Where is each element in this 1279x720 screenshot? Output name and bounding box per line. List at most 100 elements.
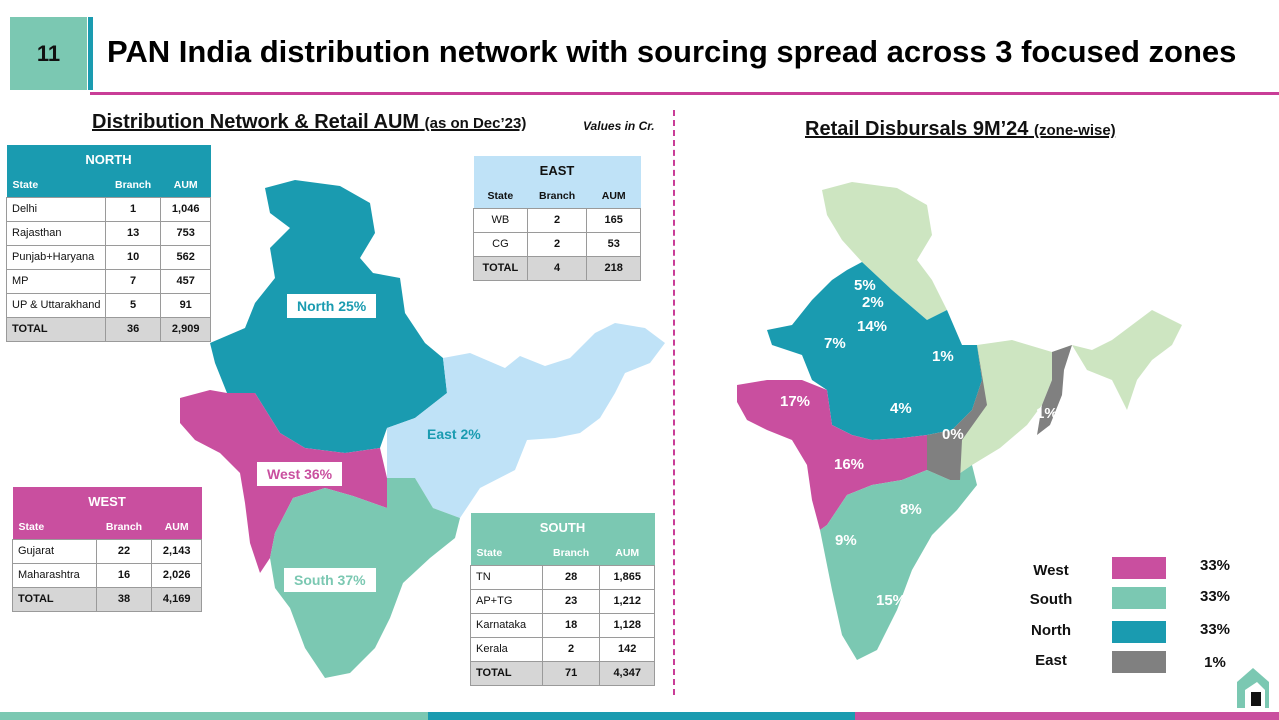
table-row: Punjab+Haryana 10 562 — [6, 244, 211, 270]
west-table-title: WEST — [12, 487, 202, 515]
branch-cell: 2 — [526, 207, 588, 233]
east-disbursal-wb — [1037, 345, 1072, 435]
pct-maharashtra: 16% — [834, 456, 865, 473]
table-row: Gujarat 22 2,143 — [12, 538, 202, 564]
disbursals-heading-text: Retail Disbursals 9M’24 — [805, 118, 1029, 140]
legend-value-east: 1% — [1204, 654, 1226, 671]
total-row: TOTAL 36 2,909 — [6, 316, 211, 342]
east-col-aum: AUM — [586, 184, 641, 208]
pct-hp: 2% — [862, 294, 884, 311]
state-cell: TOTAL — [6, 316, 106, 342]
aum-cell: 4,347 — [599, 660, 655, 686]
south-disbursal-region — [820, 465, 977, 660]
pct-chhattisgarh: 0% — [942, 426, 964, 443]
other-states-northeast — [1072, 310, 1182, 410]
state-cell: TOTAL — [12, 586, 97, 612]
legend-label-north: North — [1031, 622, 1071, 639]
legend-label-west: West — [1033, 562, 1069, 579]
state-cell: Rajasthan — [6, 220, 106, 246]
total-row: TOTAL 4 218 — [473, 255, 641, 281]
branch-cell: 1 — [104, 196, 162, 222]
branch-cell: 36 — [104, 316, 162, 342]
footer-bar-north — [428, 712, 855, 720]
branch-cell: 23 — [541, 588, 601, 614]
section-divider — [673, 110, 675, 695]
aum-cell: 753 — [160, 220, 211, 246]
india-disbursals-map — [737, 182, 1182, 660]
north-table-title: NORTH — [6, 145, 211, 173]
disbursals-heading-note: (zone-wise) — [1034, 122, 1116, 139]
pct-wb: 1% — [1036, 405, 1058, 422]
disbursals-heading: Retail Disbursals 9M’24 (zone-wise) — [805, 118, 1116, 141]
state-cell: Karnataka — [470, 612, 543, 638]
south-col-state: State — [470, 541, 543, 565]
legend-swatch-north — [1112, 621, 1166, 643]
branch-cell: 18 — [541, 612, 601, 638]
state-cell: MP — [6, 268, 106, 294]
branch-cell: 7 — [104, 268, 162, 294]
aum-cell: 91 — [160, 292, 211, 318]
table-row: Maharashtra 16 2,026 — [12, 562, 202, 588]
state-cell: Delhi — [6, 196, 106, 222]
legend-swatch-south — [1112, 587, 1166, 609]
aum-cell: 1,128 — [599, 612, 655, 638]
pct-rajasthan: 7% — [824, 335, 846, 352]
west-table: WEST State Branch AUM Gujarat 22 2,143 Mah… — [12, 487, 202, 612]
legend-value-south: 33% — [1199, 588, 1231, 605]
aum-cell: 562 — [160, 244, 211, 270]
aum-cell: 142 — [599, 636, 655, 662]
state-cell: TOTAL — [470, 660, 543, 686]
aum-cell: 165 — [586, 207, 641, 233]
total-row: TOTAL 38 4,169 — [12, 586, 202, 612]
map-label-south: South 37% — [284, 568, 376, 592]
map-label-east: East 2% — [423, 424, 485, 444]
table-row: UP & Uttarakhand 5 91 — [6, 292, 211, 318]
state-cell: TN — [470, 564, 543, 590]
aum-cell: 1,865 — [599, 564, 655, 590]
legend-label-south: South — [1029, 591, 1073, 608]
other-states-north — [822, 182, 947, 320]
map-label-west: West 36% — [257, 462, 343, 486]
aum-cell: 4,169 — [151, 586, 202, 612]
north-table: NORTH State Branch AUM Delhi 1 1,046 Rajas… — [6, 145, 211, 342]
table-row: Karnataka 18 1,128 — [470, 612, 655, 638]
aum-cell: 1,046 — [160, 196, 211, 222]
values-note: Values in Cr. — [583, 119, 655, 133]
map-label-north: North 25% — [285, 292, 379, 320]
aum-cell: 1,212 — [599, 588, 655, 614]
legend-swatch-west — [1112, 557, 1166, 579]
other-states-east — [942, 340, 1072, 480]
south-table-title: SOUTH — [470, 513, 655, 541]
table-row: AP+TG 23 1,212 — [470, 588, 655, 614]
slide-number-accent — [88, 17, 93, 90]
state-cell: Maharashtra — [12, 562, 97, 588]
north-disbursal-region — [767, 262, 982, 440]
east-table-title: EAST — [473, 156, 641, 184]
south-col-aum: AUM — [599, 541, 655, 565]
pct-jk: 5% — [854, 277, 876, 294]
branch-cell: 2 — [541, 636, 601, 662]
branch-cell: 4 — [526, 255, 588, 281]
state-cell: TOTAL — [473, 255, 528, 281]
table-row: WB 2 165 — [473, 207, 641, 233]
table-row: Kerala 2 142 — [470, 636, 655, 662]
state-cell: Gujarat — [12, 538, 97, 564]
footer-bar-west — [855, 712, 1279, 720]
north-col-state: State — [6, 173, 106, 197]
west-col-aum: AUM — [151, 515, 202, 539]
table-row: TN 28 1,865 — [470, 564, 655, 590]
east-col-branch: Branch — [527, 184, 587, 208]
east-region — [387, 323, 665, 518]
west-disbursal-region — [737, 380, 927, 530]
pct-gujarat: 17% — [780, 393, 811, 410]
pct-ap-tg: 8% — [900, 501, 922, 518]
branch-cell: 10 — [104, 244, 162, 270]
pct-up: 1% — [932, 348, 954, 365]
branch-cell: 38 — [95, 586, 153, 612]
branch-cell: 28 — [541, 564, 601, 590]
title-divider — [90, 92, 1279, 95]
legend-value-west: 33% — [1199, 557, 1231, 574]
aum-cell: 2,143 — [151, 538, 202, 564]
table-row: CG 2 53 — [473, 231, 641, 257]
pct-pb-hr: 14% — [857, 318, 888, 335]
